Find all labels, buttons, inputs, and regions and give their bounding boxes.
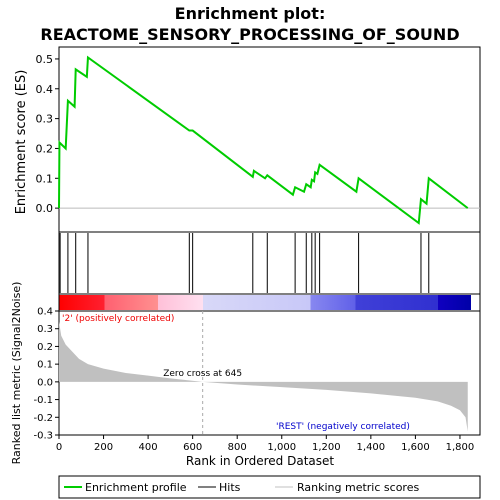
legend-label-hits: Hits [219,481,241,494]
x-tick-label: 1,400 [357,442,386,453]
x-tick-label: 400 [139,442,158,453]
rank-metric-axis-label: Ranked list metric (Signal2Noise) [10,282,23,465]
legend-label-ranking: Ranking metric scores [297,481,419,494]
x-tick-label: 0 [56,442,62,453]
x-axis-label: Rank in Ordered Dataset [186,454,334,468]
rank-metric-panel: -0.3 -0.2 -0.1 0.0 0.1 0.2 0.3 0.4 Zero cross a… [10,282,481,465]
x-tick-label: 1,000 [267,442,296,453]
rank-metric-frame [58,310,481,436]
x-tick-label: 1,200 [312,442,341,453]
es-ytick-label: 0.0 [36,202,54,215]
legend-label-enrichment: Enrichment profile [85,481,187,494]
x-tick-label: 200 [94,442,113,453]
zero-cross-label: Zero cross at 645 [163,369,242,379]
metric-ytick-label: -0.1 [33,395,53,406]
es-panel-frame [58,46,481,233]
es-axis-label: Enrichment score (ES) [14,70,29,215]
enrichment-profile-line [58,55,469,225]
hits-panel-frame [58,231,481,295]
metric-ytick-label: 0.0 [37,377,53,388]
legend-frame [58,475,481,499]
ranking-metric-area [59,321,468,432]
metric-ytick-label: -0.2 [33,413,53,424]
rank-color-bar [59,295,471,310]
metric-ytick-label: 0.4 [37,307,53,318]
metric-ytick-label: 0.3 [37,324,53,335]
es-ytick-label: 0.5 [36,53,54,66]
es-ytick-label: 0.1 [36,172,54,185]
positive-correlation-label: '2' (positively correlated) [62,314,174,324]
x-tick-label: 600 [183,442,202,453]
metric-ytick-label: 0.2 [37,342,53,353]
metric-ytick-label: -0.3 [33,431,53,442]
es-panel: 0.0 0.1 0.2 0.3 0.4 0.5 Enrichment score (ES) [14,46,481,233]
legend: Enrichment profile Hits Ranking metric s… [58,475,481,499]
x-tick-label: 800 [228,442,247,453]
x-tick-label: 1,800 [446,442,475,453]
negative-correlation-label: 'REST' (negatively correlated) [276,422,410,432]
es-ytick-label: 0.3 [36,113,54,126]
es-ytick-label: 0.4 [36,83,54,96]
chart-title-line2: REACTOME_SENSORY_PROCESSING_OF_SOUND [40,25,459,44]
chart-title-line1: Enrichment plot: [175,4,326,23]
metric-ytick-label: 0.1 [37,360,53,371]
hits-panel [58,231,481,295]
es-ytick-label: 0.2 [36,142,54,155]
x-tick-label: 1,600 [401,442,430,453]
